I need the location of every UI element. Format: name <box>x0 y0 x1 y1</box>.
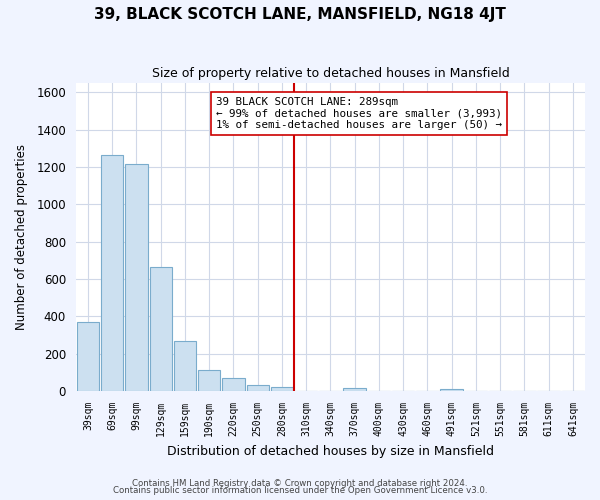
Bar <box>198 370 220 391</box>
Text: Contains HM Land Registry data © Crown copyright and database right 2024.: Contains HM Land Registry data © Crown c… <box>132 478 468 488</box>
Bar <box>440 390 463 391</box>
Bar <box>343 388 366 391</box>
Bar <box>271 388 293 391</box>
Text: 39 BLACK SCOTCH LANE: 289sqm
← 99% of detached houses are smaller (3,993)
1% of : 39 BLACK SCOTCH LANE: 289sqm ← 99% of de… <box>216 97 502 130</box>
Text: Contains public sector information licensed under the Open Government Licence v3: Contains public sector information licen… <box>113 486 487 495</box>
Bar <box>222 378 245 391</box>
Bar <box>101 155 124 391</box>
Bar <box>77 322 99 391</box>
Title: Size of property relative to detached houses in Mansfield: Size of property relative to detached ho… <box>152 68 509 80</box>
Bar <box>125 164 148 391</box>
Bar <box>174 341 196 391</box>
Y-axis label: Number of detached properties: Number of detached properties <box>15 144 28 330</box>
Bar <box>149 267 172 391</box>
Bar <box>247 384 269 391</box>
Text: 39, BLACK SCOTCH LANE, MANSFIELD, NG18 4JT: 39, BLACK SCOTCH LANE, MANSFIELD, NG18 4… <box>94 8 506 22</box>
X-axis label: Distribution of detached houses by size in Mansfield: Distribution of detached houses by size … <box>167 444 494 458</box>
